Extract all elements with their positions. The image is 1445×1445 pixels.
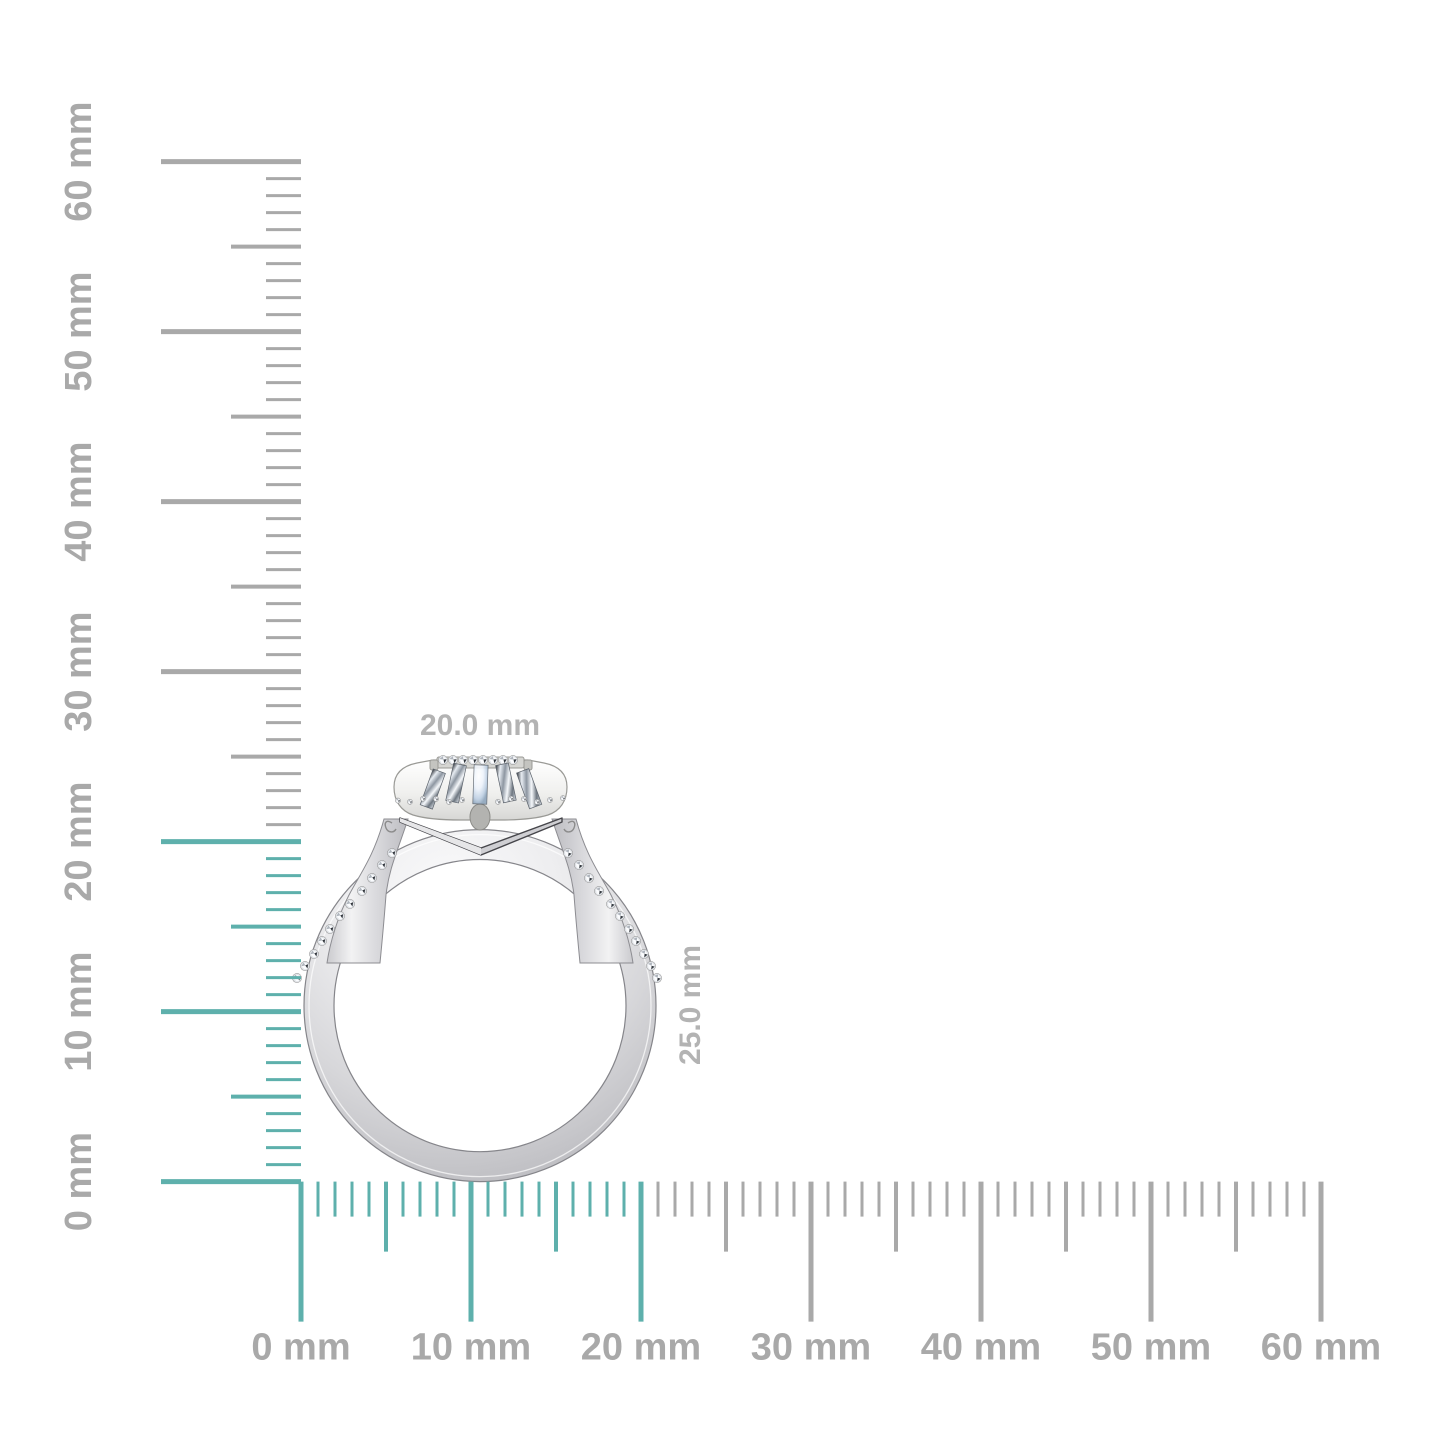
svg-text:0 mm: 0 mm <box>58 1132 100 1231</box>
svg-text:60 mm: 60 mm <box>58 101 100 221</box>
svg-text:40 mm: 40 mm <box>921 1327 1041 1369</box>
svg-text:50 mm: 50 mm <box>1091 1327 1211 1369</box>
svg-text:40 mm: 40 mm <box>58 441 100 561</box>
svg-text:0 mm: 0 mm <box>251 1327 350 1369</box>
svg-text:30 mm: 30 mm <box>58 611 100 731</box>
svg-text:60 mm: 60 mm <box>1261 1327 1381 1369</box>
svg-text:10 mm: 10 mm <box>411 1327 531 1369</box>
svg-text:20.0 mm: 20.0 mm <box>420 709 540 742</box>
svg-text:20 mm: 20 mm <box>581 1327 701 1369</box>
svg-text:20 mm: 20 mm <box>58 781 100 901</box>
svg-text:30 mm: 30 mm <box>751 1327 871 1369</box>
svg-text:25.0 mm: 25.0 mm <box>674 945 707 1065</box>
svg-text:10 mm: 10 mm <box>58 951 100 1071</box>
svg-text:50 mm: 50 mm <box>58 271 100 391</box>
